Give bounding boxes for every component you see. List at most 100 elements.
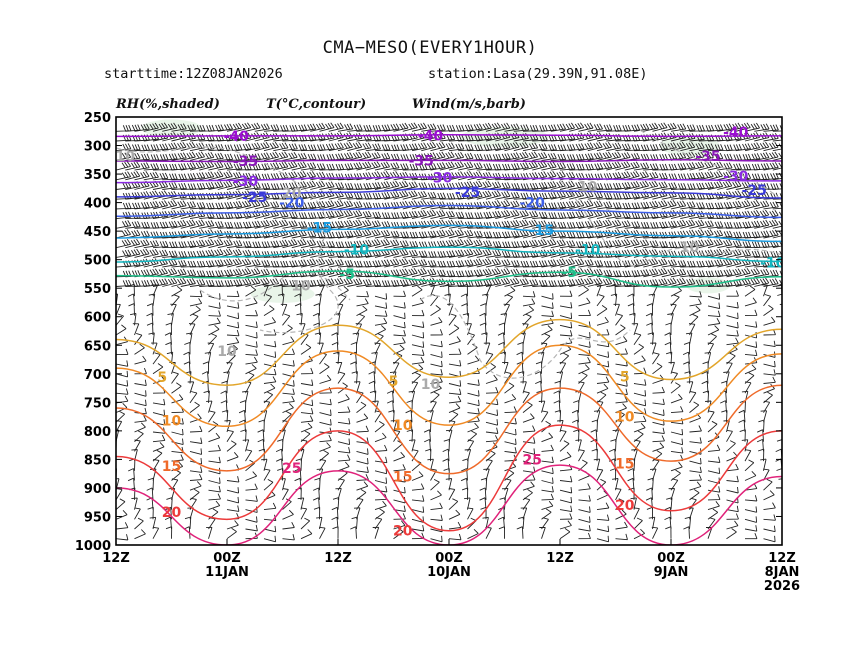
wind-barb-1725 [171, 418, 184, 425]
wind-barb-1045 [328, 259, 344, 268]
wind-barb-287 [744, 153, 761, 161]
wind-barb-1065 [513, 260, 530, 268]
wind-barb-597 [236, 200, 252, 210]
wind-barb-1338 [541, 310, 554, 317]
wind-barb-331 [476, 163, 493, 171]
wind-barb-631 [550, 201, 567, 210]
wind-barb-291 [781, 159, 782, 161]
wind-barb-1273 [707, 293, 721, 300]
wind-barb-1465 [151, 342, 158, 355]
wind-barb-2080 [578, 506, 591, 513]
wind-barb-1041 [291, 259, 307, 268]
wind-barb-100 [365, 134, 382, 142]
wind-barb-772 [504, 219, 520, 229]
wind-barb-254 [439, 151, 455, 161]
wind-barb-879 [143, 240, 159, 249]
wind-barb-816 [236, 231, 252, 239]
wind-barb-2081 [596, 502, 610, 511]
wind-barb-2052 [744, 495, 758, 502]
wind-barb-1654 [220, 390, 228, 403]
contour-label-8: -30 [723, 169, 749, 185]
wind-barb-1721 [781, 412, 782, 413]
wind-barb-1886 [411, 449, 419, 462]
wind-barb-1985 [189, 481, 202, 491]
wind-barb-304 [226, 163, 243, 171]
wind-barb-1614 [171, 382, 182, 394]
wind-barb-1234 [726, 279, 742, 287]
wind-barb-209 [698, 143, 715, 152]
wind-barb-587 [143, 200, 159, 210]
wind-barb-1235 [735, 278, 751, 287]
wind-barb-2162 [726, 520, 739, 530]
wind-barb-1879 [275, 448, 283, 462]
wind-barb-1494 [683, 341, 691, 355]
wind-barb-262 [513, 151, 529, 161]
wind-barb-207 [680, 141, 696, 152]
wind-barb-553 [504, 191, 520, 200]
wind-barb-975 [356, 250, 372, 258]
wind-barb-1894 [559, 451, 572, 462]
wind-barb-839 [448, 229, 464, 239]
wind-barb-389 [337, 173, 354, 181]
wind-barb-767 [458, 221, 474, 229]
wind-barb-1090 [744, 259, 761, 268]
wind-barb-1611 [116, 388, 129, 395]
wind-barb-898 [319, 241, 335, 249]
wind-barb-817 [245, 231, 261, 239]
wind-barb-676 [291, 212, 308, 220]
y-tick-label-800: 800 [84, 425, 111, 440]
wind-barb-70 [763, 124, 779, 132]
wind-barb-439 [125, 181, 141, 190]
wind-barb-524 [236, 190, 252, 200]
wind-barb-683 [356, 210, 372, 220]
wind-barb-1078 [633, 258, 649, 268]
wind-barb-97 [337, 132, 353, 142]
wind-barb-181 [439, 142, 455, 152]
wind-barb-691 [430, 210, 446, 220]
wind-barb-210 [707, 144, 724, 152]
wind-barb-2111 [467, 507, 474, 520]
wind-barb-1639 [633, 390, 647, 397]
wind-barb-643 [661, 200, 677, 210]
wind-barb-953 [152, 249, 169, 258]
wind-barb-371 [171, 173, 187, 181]
wind-barb-1669 [504, 394, 517, 404]
wind-barb-628 [522, 202, 539, 210]
wind-barb-523 [226, 190, 242, 200]
legend-rh: RH(%,shaded) [116, 97, 220, 112]
wind-barb-702 [532, 211, 548, 220]
wind-barb-487 [569, 181, 585, 190]
wind-barb-266 [550, 153, 567, 161]
wind-barb-1937 [670, 461, 683, 472]
wind-barb-960 [217, 248, 233, 258]
wind-barb-1191 [328, 277, 344, 287]
wind-barb-1785 [591, 419, 598, 433]
wind-barb-1015 [726, 248, 742, 258]
wind-barb-1862 [652, 442, 665, 452]
wind-barb-968 [291, 248, 307, 258]
wind-barb-226 [180, 151, 196, 161]
rh-contour-1 [419, 294, 631, 379]
wind-barb-1469 [226, 344, 239, 355]
wind-barb-943 [735, 241, 752, 249]
wind-barb-1460 [744, 341, 758, 348]
wind-barb-1667 [467, 399, 480, 407]
wind-barb-1572 [763, 369, 776, 376]
wind-barb-1818 [522, 437, 536, 444]
wind-barb-1020 [772, 250, 782, 258]
wind-barb-102 [384, 134, 400, 142]
wind-barb-854 [587, 230, 604, 239]
wind-barb-774 [522, 219, 538, 229]
temp-contour-15 [116, 384, 782, 475]
wind-barb-189 [513, 141, 529, 152]
wind-barb-1360 [263, 317, 276, 326]
wind-barb-401 [448, 171, 465, 181]
wind-barb-762 [411, 220, 428, 229]
wind-barb-1212 [522, 279, 539, 287]
wind-barb-775 [532, 220, 548, 229]
y-tick-label-900: 900 [84, 482, 111, 497]
wind-barb-289 [763, 151, 779, 161]
wind-barb-990 [495, 250, 511, 258]
wind-barb-112 [476, 133, 492, 142]
wind-barb-244 [347, 151, 363, 161]
